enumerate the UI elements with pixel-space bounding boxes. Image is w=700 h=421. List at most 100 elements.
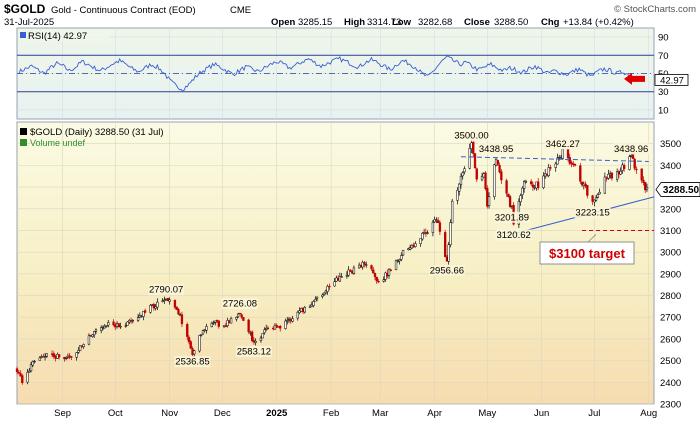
header: $GOLD Gold - Continuous Contract (EOD) C… [4, 2, 696, 28]
candle-body [542, 175, 545, 189]
candle-body [480, 175, 484, 181]
candle-body [187, 337, 191, 343]
open-label: Open [271, 17, 295, 28]
candle-body [547, 167, 550, 176]
price-annotation: 2726.08 [223, 299, 257, 310]
candle-body [312, 301, 315, 306]
rsi-tick-label: 90 [658, 33, 669, 44]
price-legend-swatch [20, 128, 27, 135]
price-tick-label: 3200 [660, 204, 681, 215]
candle-body [186, 324, 189, 337]
annotation-bg [453, 130, 490, 142]
candle-body [303, 307, 306, 313]
candle-body [242, 317, 245, 321]
candle-body [15, 368, 19, 372]
candle-body [431, 221, 435, 233]
candle-body [107, 322, 110, 326]
candle-body [284, 320, 287, 329]
candle-body [338, 276, 342, 282]
candle-body [349, 269, 352, 272]
candle-body [435, 219, 438, 221]
quote-date: 31-Jul-2025 [4, 17, 54, 28]
candle-body [321, 294, 324, 297]
candles [15, 139, 649, 385]
price-annotation: 3201.89 [495, 212, 529, 223]
candle-body [79, 345, 82, 351]
candle-body [235, 317, 238, 320]
candle-body [398, 259, 401, 262]
price-tick-label: 3400 [660, 161, 681, 172]
candle-body [591, 195, 594, 202]
candle-body [314, 298, 317, 302]
candle-body [91, 334, 94, 337]
candle-body [461, 172, 464, 177]
candle-body [17, 372, 20, 374]
candle-body [619, 170, 622, 175]
candle-body [607, 173, 610, 179]
candle-body [340, 276, 343, 278]
candle-body [396, 260, 399, 262]
candle-body [315, 296, 319, 299]
candle-body [163, 299, 166, 301]
date-axis: Sep Oct Nov Dec 2025 Feb Mar Apr May Jun Jul Aug [54, 408, 657, 419]
price-annotation: 2536.85 [175, 357, 209, 368]
candle-body [419, 238, 422, 244]
candle-body [240, 314, 243, 318]
date-tick-label: Oct [108, 408, 123, 419]
candle-body [363, 262, 366, 265]
candle-body [291, 318, 294, 322]
rsi-reference-lines [17, 54, 654, 93]
candle-body [286, 320, 289, 322]
price-tick-label: 3000 [660, 248, 681, 259]
candle-body [266, 327, 270, 329]
rsi-value-tag: 42.97 [654, 74, 689, 86]
candle-body [154, 306, 157, 309]
candle-body [475, 168, 478, 180]
candle-body [530, 181, 533, 185]
open-value: 3285.15 [298, 17, 332, 28]
candle-body [52, 353, 56, 357]
candle-body [119, 325, 122, 328]
date-tick-label: Dec [214, 408, 231, 419]
candle-body [254, 340, 257, 343]
chg-label: Chg [541, 17, 560, 28]
annotation-bg [613, 143, 650, 155]
candle-body [444, 232, 447, 258]
candle-body [29, 364, 33, 372]
candle-body [70, 356, 73, 358]
candle-body [279, 325, 282, 329]
price-tick-label: 2800 [660, 291, 681, 302]
date-tick-label: Nov [161, 408, 178, 419]
low-value: 3282.68 [418, 17, 452, 28]
date-tick-label: Feb [323, 408, 339, 419]
rsi-tick-label: 30 [658, 87, 669, 98]
price-tick-label: 2500 [660, 356, 681, 367]
candle-body [333, 281, 336, 287]
candle-body [437, 220, 440, 223]
candle-body [568, 157, 571, 164]
candle-body [298, 310, 301, 313]
candle-body [372, 269, 375, 274]
ohlc-line: Open 3285.15 High 3314.73 Low 3282.68 Cl… [271, 17, 634, 28]
candle-body [205, 326, 208, 331]
candle-body [615, 171, 619, 180]
candle-body [645, 186, 649, 190]
annotation-bg [148, 284, 185, 296]
rsi-tick-label: 70 [658, 51, 669, 62]
last-price-box [655, 182, 700, 197]
annotation-bg [235, 346, 272, 358]
candle-body [508, 196, 512, 207]
candle-body [173, 299, 177, 308]
price-annotation: 3462.27 [546, 139, 580, 150]
candle-body [131, 319, 134, 322]
candle-body [414, 243, 417, 247]
annotation-bg [428, 265, 465, 277]
candle-body [421, 232, 424, 240]
candle-body [598, 191, 601, 195]
candle-body [326, 286, 329, 292]
candle-body [400, 255, 403, 260]
last-price-tag: 3288.50 [655, 182, 700, 197]
candle-body [389, 269, 392, 271]
candle-body [259, 337, 263, 342]
price-title: $GOLD (Daily) 3288.50 (31 Jul) [30, 127, 164, 138]
